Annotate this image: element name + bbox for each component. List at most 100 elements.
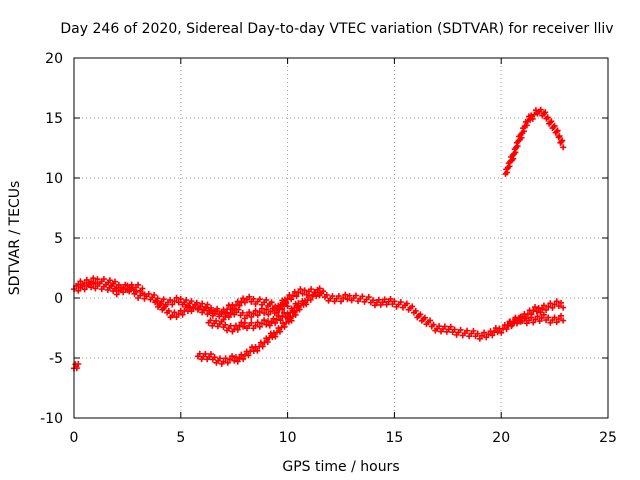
y-tick-label: -10 bbox=[40, 411, 63, 427]
data-point bbox=[281, 323, 288, 330]
data-point bbox=[234, 358, 241, 365]
data-point bbox=[301, 287, 308, 294]
data-point bbox=[457, 326, 464, 333]
data-point bbox=[470, 327, 477, 334]
data-point bbox=[551, 314, 558, 321]
data-point bbox=[381, 296, 388, 303]
data-point bbox=[259, 343, 266, 350]
grid bbox=[74, 58, 608, 418]
chart-title: Day 246 of 2020, Sidereal Day-to-day VTE… bbox=[60, 21, 613, 37]
data-point bbox=[559, 137, 566, 144]
data-point bbox=[403, 300, 410, 307]
data-series bbox=[71, 106, 567, 372]
data-point bbox=[157, 300, 164, 307]
data-point bbox=[171, 309, 178, 316]
data-point bbox=[197, 303, 204, 310]
data-point bbox=[139, 285, 146, 292]
data-point bbox=[540, 311, 547, 318]
data-point bbox=[375, 296, 382, 303]
data-point bbox=[536, 318, 543, 325]
data-point bbox=[296, 306, 303, 313]
data-point bbox=[308, 286, 315, 293]
data-point bbox=[288, 317, 295, 324]
data-point bbox=[528, 314, 535, 321]
data-point bbox=[359, 293, 366, 300]
series-arc-bottom bbox=[194, 285, 323, 367]
data-point bbox=[179, 311, 186, 318]
data-point bbox=[263, 296, 270, 303]
data-point bbox=[153, 297, 160, 304]
data-point bbox=[235, 306, 242, 313]
data-point bbox=[555, 303, 562, 310]
data-point bbox=[436, 323, 443, 330]
data-point bbox=[256, 296, 263, 303]
data-point bbox=[544, 114, 551, 121]
data-point bbox=[256, 323, 263, 330]
x-tick-label: 0 bbox=[70, 430, 79, 446]
data-point bbox=[537, 309, 544, 316]
data-point bbox=[288, 296, 295, 303]
data-point bbox=[90, 275, 97, 282]
data-point bbox=[307, 296, 314, 303]
data-point bbox=[265, 311, 272, 318]
data-point bbox=[279, 306, 286, 313]
data-point bbox=[545, 303, 552, 310]
data-point bbox=[517, 313, 524, 320]
data-point bbox=[498, 329, 505, 336]
data-point bbox=[560, 304, 567, 311]
data-point bbox=[73, 365, 80, 372]
data-point bbox=[476, 335, 483, 342]
data-point bbox=[543, 307, 550, 313]
data-point bbox=[273, 309, 280, 316]
data-point bbox=[231, 357, 238, 364]
x-tick-label: 20 bbox=[492, 430, 510, 446]
data-point bbox=[264, 338, 271, 345]
data-point bbox=[451, 326, 458, 333]
data-point bbox=[261, 310, 268, 317]
data-point bbox=[391, 298, 398, 305]
data-point bbox=[194, 306, 201, 313]
data-point bbox=[246, 309, 253, 316]
data-point bbox=[530, 319, 537, 326]
data-point bbox=[208, 304, 215, 311]
data-point bbox=[272, 303, 279, 310]
data-point bbox=[244, 312, 251, 319]
data-point bbox=[165, 307, 172, 314]
data-point bbox=[558, 299, 565, 306]
data-point bbox=[236, 302, 243, 309]
data-point bbox=[537, 106, 544, 113]
data-point bbox=[81, 286, 88, 293]
data-point bbox=[313, 293, 320, 300]
x-tick-label: 15 bbox=[385, 430, 403, 446]
data-point bbox=[199, 300, 206, 307]
data-point bbox=[79, 283, 86, 290]
y-tick-label: 5 bbox=[54, 231, 63, 247]
data-point bbox=[485, 331, 492, 338]
data-point bbox=[518, 134, 525, 141]
data-point bbox=[551, 301, 558, 308]
data-point bbox=[239, 309, 246, 316]
data-point bbox=[263, 306, 270, 313]
data-point bbox=[481, 329, 488, 336]
data-point bbox=[248, 313, 255, 320]
data-point bbox=[478, 332, 485, 339]
data-point bbox=[560, 144, 567, 151]
data-point bbox=[162, 303, 169, 310]
data-point bbox=[474, 330, 481, 337]
data-point bbox=[211, 354, 218, 361]
data-point bbox=[265, 318, 272, 325]
data-point bbox=[204, 301, 211, 308]
data-point bbox=[267, 308, 274, 315]
data-point bbox=[539, 305, 546, 312]
data-point bbox=[483, 334, 490, 341]
data-point bbox=[236, 355, 243, 362]
y-tick-label: 10 bbox=[45, 171, 63, 187]
data-point bbox=[81, 280, 88, 286]
data-point bbox=[295, 289, 302, 296]
data-point bbox=[506, 318, 513, 325]
data-point bbox=[504, 322, 511, 329]
data-point bbox=[241, 319, 248, 326]
data-point bbox=[513, 320, 520, 327]
data-point bbox=[560, 317, 567, 324]
data-point bbox=[229, 353, 236, 360]
